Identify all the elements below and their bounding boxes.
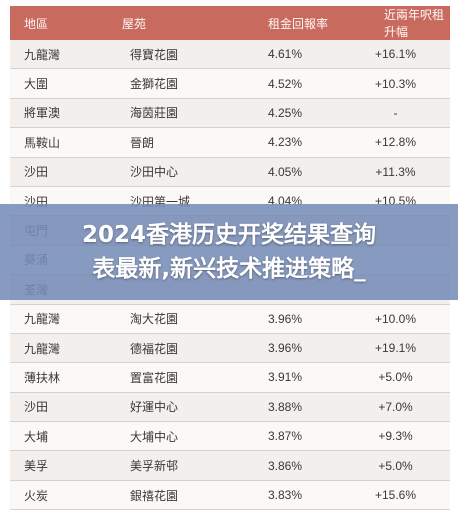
cell-rent-increase: +10.0% xyxy=(364,304,450,334)
cell-estate: 海茵莊園 xyxy=(106,98,240,129)
cell-estate: 沙田中心 xyxy=(106,157,240,187)
header-estate: 屋苑 xyxy=(106,6,240,40)
cell-rent-increase: +12.8% xyxy=(364,127,450,158)
cell-rental-yield: 3.96% xyxy=(240,333,364,364)
cell-district: 馬鞍山 xyxy=(10,127,106,158)
cell-rent-increase: +5.0% xyxy=(364,362,450,393)
header-rental-yield: 租金回報率 xyxy=(240,6,364,40)
cell-rental-yield: 3.83% xyxy=(240,480,364,510)
cell-district: 沙田 xyxy=(10,392,106,423)
cell-rent-increase: +11.3% xyxy=(364,157,450,187)
cell-estate: 銀禧花園 xyxy=(106,480,240,510)
cell-rent-increase: +15.6% xyxy=(364,480,450,510)
cell-rent-increase: +7.0% xyxy=(364,392,450,423)
cell-rent-increase: +9.3% xyxy=(364,421,450,452)
table-row: 九龍灣 淘大花園 3.96% +10.0% xyxy=(10,304,450,334)
header-district: 地區 xyxy=(10,6,106,40)
cell-district: 將軍澳 xyxy=(10,98,106,129)
cell-rent-increase: +5.0% xyxy=(364,450,450,481)
cell-estate: 淘大花園 xyxy=(106,304,240,334)
cell-district: 九龍灣 xyxy=(10,304,106,334)
cell-rent-increase: - xyxy=(364,98,450,129)
cell-rental-yield: 3.96% xyxy=(240,304,364,334)
cell-estate: 大埔中心 xyxy=(106,421,240,452)
cell-rental-yield: 4.05% xyxy=(240,157,364,187)
table-row: 火炭 銀禧花園 3.83% +15.6% xyxy=(10,480,450,510)
cell-estate: 晉朗 xyxy=(106,127,240,158)
headline-banner: 2024香港历史开奖结果查询 表最新,新兴技术推进策略_ xyxy=(0,204,458,300)
cell-district: 大埔 xyxy=(10,421,106,452)
table-row: 九龍灣 得寶花園 4.61% +16.1% xyxy=(10,40,450,70)
cell-rental-yield: 3.91% xyxy=(240,362,364,393)
cell-rent-increase: +16.1% xyxy=(364,40,450,70)
cell-district: 薄扶林 xyxy=(10,362,106,393)
cell-estate: 好運中心 xyxy=(106,392,240,423)
table-row: 馬鞍山 晉朗 4.23% +12.8% xyxy=(10,127,450,158)
cell-rental-yield: 3.87% xyxy=(240,421,364,452)
cell-estate: 置富花園 xyxy=(106,362,240,393)
cell-estate: 美孚新邨 xyxy=(106,450,240,481)
table-row: 大埔 大埔中心 3.87% +9.3% xyxy=(10,421,450,452)
headline-line-2: 表最新,新兴技术推进策略_ xyxy=(92,256,366,282)
table-row: 九龍灣 德福花園 3.96% +19.1% xyxy=(10,333,450,364)
table-row: 沙田 沙田中心 4.05% +11.3% xyxy=(10,157,450,187)
cell-rental-yield: 3.88% xyxy=(240,392,364,423)
cell-estate: 德福花園 xyxy=(106,333,240,364)
cell-district: 大圍 xyxy=(10,68,106,99)
headline-line-1: 2024香港历史开奖结果查询 xyxy=(81,222,376,248)
table-row: 薄扶林 置富花園 3.91% +5.0% xyxy=(10,362,450,393)
table-row: 將軍澳 海茵莊園 4.25% - xyxy=(10,98,450,129)
cell-rental-yield: 4.52% xyxy=(240,68,364,99)
cell-rental-yield: 3.86% xyxy=(240,450,364,481)
cell-rental-yield: 4.23% xyxy=(240,127,364,158)
cell-rent-increase: +19.1% xyxy=(364,333,450,364)
cell-rental-yield: 4.61% xyxy=(240,40,364,70)
cell-rent-increase: +10.3% xyxy=(364,68,450,99)
header-rent-increase: 近兩年呎租升幅 xyxy=(364,6,450,40)
cell-district: 九龍灣 xyxy=(10,333,106,364)
cell-district: 沙田 xyxy=(10,157,106,187)
cell-district: 九龍灣 xyxy=(10,40,106,70)
cell-rental-yield: 4.25% xyxy=(240,98,364,129)
cell-district: 美孚 xyxy=(10,450,106,481)
cell-district: 火炭 xyxy=(10,480,106,510)
cell-estate: 得寶花園 xyxy=(106,40,240,70)
table-row: 美孚 美孚新邨 3.86% +5.0% xyxy=(10,450,450,481)
table-header-row: 地區 屋苑 租金回報率 近兩年呎租升幅 xyxy=(10,6,450,40)
table-row: 大圍 金獅花園 4.52% +10.3% xyxy=(10,68,450,99)
table-row: 沙田 好運中心 3.88% +7.0% xyxy=(10,392,450,423)
cell-estate: 金獅花園 xyxy=(106,68,240,99)
